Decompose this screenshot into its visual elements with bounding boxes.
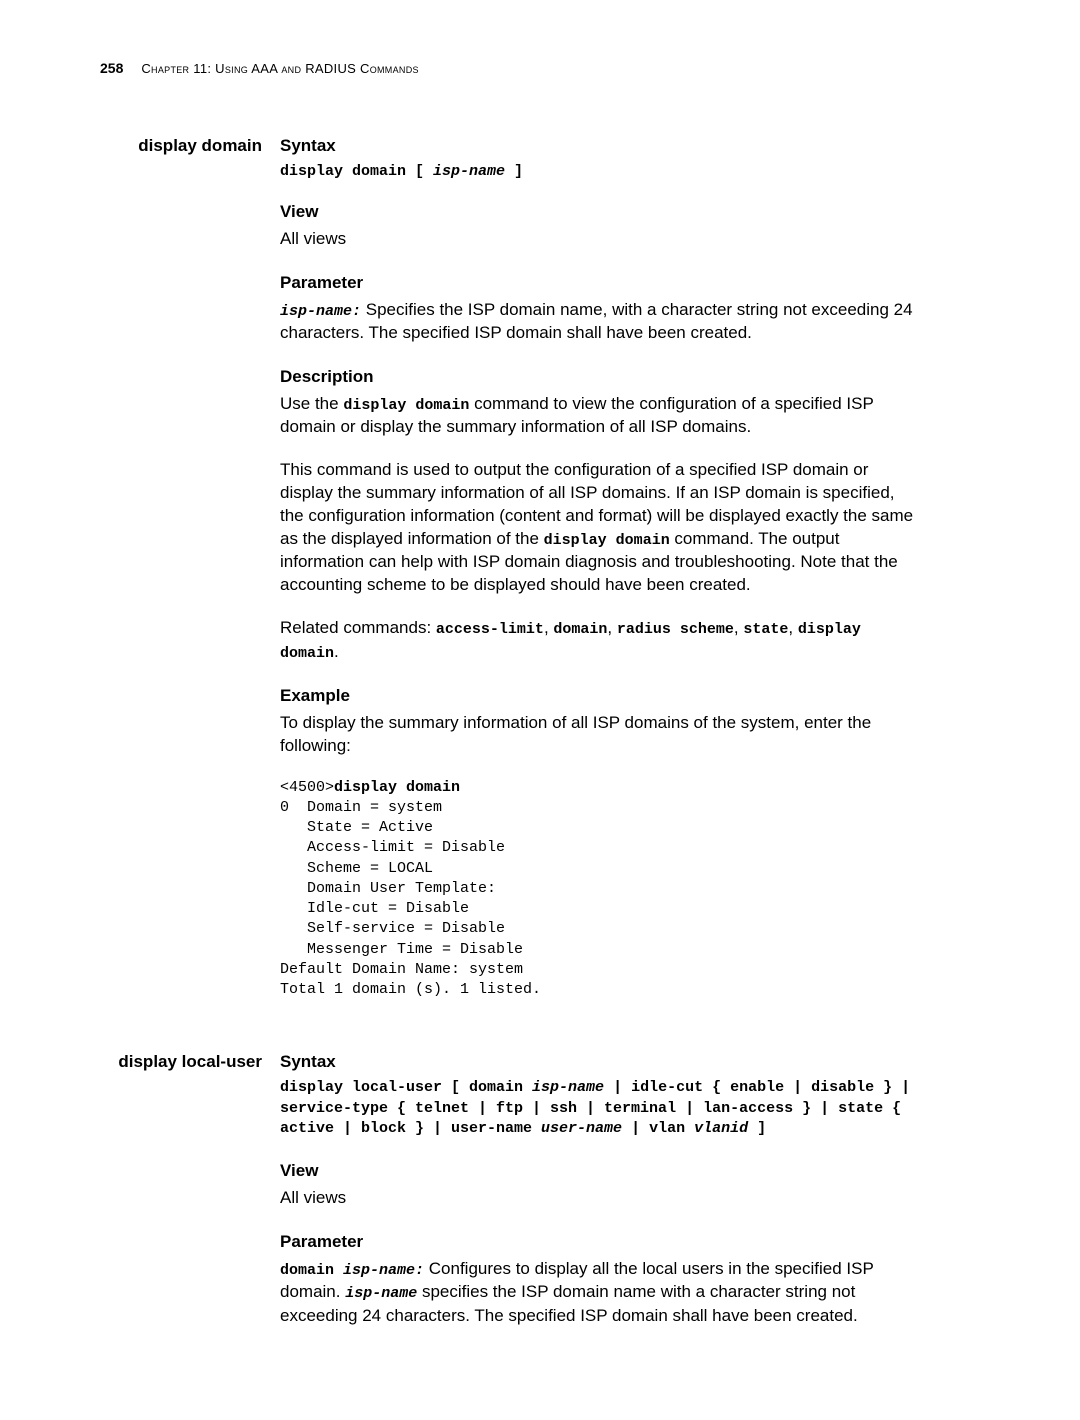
example-code: <4500>display domain 0 Domain = system S… (280, 778, 920, 1001)
parameter-heading: Parameter (280, 273, 920, 293)
sep: , (607, 618, 616, 637)
example-heading: Example (280, 686, 920, 706)
desc-text: Use the (280, 394, 343, 413)
description-p2: This command is used to output the confi… (280, 459, 920, 597)
desc-code: display domain (343, 397, 469, 414)
sep: , (788, 618, 797, 637)
syntax-block: Syntax display local-user [ domain isp-n… (280, 1052, 920, 1139)
view-body: All views (280, 228, 920, 251)
sep: , (544, 618, 553, 637)
page-number: 258 (100, 60, 123, 76)
section-left-label: display local-user (100, 1052, 280, 1349)
param-desc: Specifies the ISP domain name, with a ch… (280, 300, 913, 342)
section-display-domain: display domain Syntax display domain [ i… (100, 136, 1000, 1022)
syntax-full: display local-user [ domain isp-name | i… (280, 1078, 920, 1139)
syntax-text-end: ] (505, 163, 523, 180)
section-body: Syntax display local-user [ domain isp-n… (280, 1052, 920, 1349)
description-heading: Description (280, 367, 920, 387)
end: . (334, 642, 339, 661)
description-p1: Use the display domain command to view t… (280, 393, 920, 439)
related-label: Related commands: (280, 618, 436, 637)
view-heading: View (280, 202, 920, 222)
param-italic2: isp-name (345, 1285, 417, 1302)
chapter-title: Chapter 11: Using AAA and RADIUS Command… (141, 61, 418, 76)
parameter-heading: Parameter (280, 1232, 920, 1252)
syntax-heading: Syntax (280, 1052, 920, 1072)
syntax-line: display domain [ isp-name ] (280, 162, 920, 180)
view-block: View All views (280, 202, 920, 251)
command-name: display domain (138, 136, 262, 155)
parameter-body: domain isp-name: Configures to display a… (280, 1258, 920, 1327)
doc-page: 258 Chapter 11: Using AAA and RADIUS Com… (0, 0, 1080, 1420)
param-code: domain (280, 1262, 343, 1279)
example-intro: To display the summary information of al… (280, 712, 920, 758)
parameter-body: isp-name: Specifies the ISP domain name,… (280, 299, 920, 345)
page-header: 258 Chapter 11: Using AAA and RADIUS Com… (100, 60, 1000, 76)
section-display-local-user: display local-user Syntax display local-… (100, 1052, 1000, 1349)
parameter-block: Parameter domain isp-name: Configures to… (280, 1232, 920, 1327)
command-name: display local-user (118, 1052, 262, 1071)
param-italic: isp-name: (343, 1262, 424, 1279)
sep: , (734, 618, 743, 637)
view-block: View All views (280, 1161, 920, 1210)
related-cmd: state (743, 621, 788, 638)
view-body: All views (280, 1187, 920, 1210)
section-left-label: display domain (100, 136, 280, 1022)
syntax-text: display domain [ (280, 163, 433, 180)
cmd-input: display domain (334, 779, 460, 796)
related-cmd: access-limit (436, 621, 544, 638)
example-block: Example To display the summary informati… (280, 686, 920, 1001)
syntax-param: isp-name (433, 163, 505, 180)
related-cmd: radius scheme (617, 621, 734, 638)
prompt: <4500> (280, 779, 334, 796)
section-body: Syntax display domain [ isp-name ] View … (280, 136, 920, 1022)
related-commands: Related commands: access-limit, domain, … (280, 617, 920, 664)
parameter-block: Parameter isp-name: Specifies the ISP do… (280, 273, 920, 345)
desc2-code: display domain (544, 532, 670, 549)
related-cmd: domain (553, 621, 607, 638)
description-block: Description Use the display domain comma… (280, 367, 920, 664)
param-name: isp-name: (280, 303, 361, 320)
syntax-block: Syntax display domain [ isp-name ] (280, 136, 920, 180)
syntax-heading: Syntax (280, 136, 920, 156)
view-heading: View (280, 1161, 920, 1181)
cmd-output: 0 Domain = system State = Active Access-… (280, 799, 541, 998)
